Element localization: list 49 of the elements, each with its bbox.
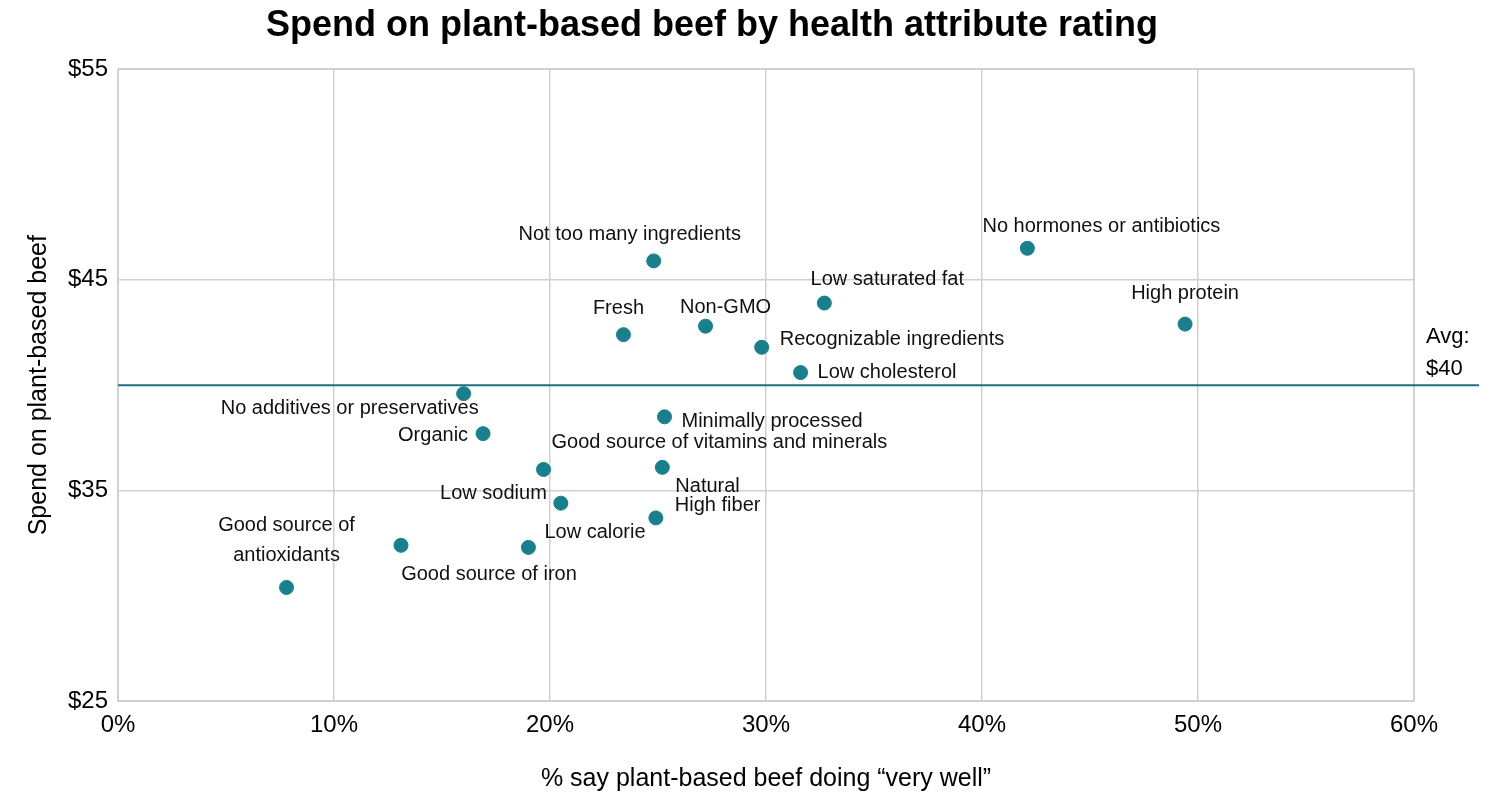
ref-line-label: Avg: $40 (1426, 323, 1470, 381)
x-tick-label: 20% (526, 710, 575, 738)
x-tick-label: 60% (1389, 710, 1439, 738)
point (475, 426, 491, 442)
point (1019, 240, 1035, 256)
annotation: Low sodium (440, 480, 547, 503)
annotation: High fiber (674, 493, 761, 516)
annotation: Non-GMO (679, 294, 772, 317)
annotation: Fresh (592, 296, 645, 319)
x-tick-label: 40% (957, 710, 1007, 738)
x-tick-label: 30% (742, 710, 791, 738)
point (698, 318, 714, 334)
point (648, 510, 664, 526)
point (654, 459, 670, 475)
point (279, 579, 295, 595)
point (816, 295, 832, 311)
annotation: Good source of iron (401, 561, 577, 584)
point (646, 253, 662, 269)
point (754, 339, 770, 355)
annotation: Minimally processed (681, 409, 863, 432)
annotation: Low saturated fat (810, 266, 965, 289)
annotation: Recognizable ingredients (779, 326, 1005, 349)
point (520, 539, 536, 555)
x-tick-label: 0% (100, 710, 136, 738)
annotation: Low cholesterol (817, 360, 957, 383)
point (793, 365, 809, 381)
annotation: Good source of antioxidants (218, 512, 356, 565)
point (536, 461, 552, 477)
y-tick-label: $35 (68, 475, 109, 503)
y-tick-label: $55 (68, 53, 109, 81)
annotation: Natural (675, 473, 740, 496)
y-tick-label: $45 (68, 264, 109, 292)
annotation: Low calorie (544, 519, 646, 542)
point (1177, 316, 1193, 332)
x-tick-label: 10% (310, 710, 359, 738)
annotation: No hormones or antibiotics (982, 213, 1221, 236)
y-tick-label: $25 (68, 685, 109, 713)
chart-title: Spend on plant-based beef by health attribute rating (265, 2, 1159, 44)
point (553, 495, 569, 511)
point (615, 327, 631, 343)
annotation: Organic (398, 423, 469, 446)
x-tick-label: 50% (1173, 710, 1223, 738)
annotation: High protein (1131, 280, 1239, 303)
x-axis-title: % say plant-based beef doing “very well” (540, 762, 992, 791)
point (393, 537, 409, 553)
y-axis-title: Spend on plant-based beef (22, 235, 51, 536)
annotation: No additives or preservatives (220, 396, 479, 419)
annotation: Not too many ingredients (518, 222, 741, 245)
point (657, 409, 673, 425)
